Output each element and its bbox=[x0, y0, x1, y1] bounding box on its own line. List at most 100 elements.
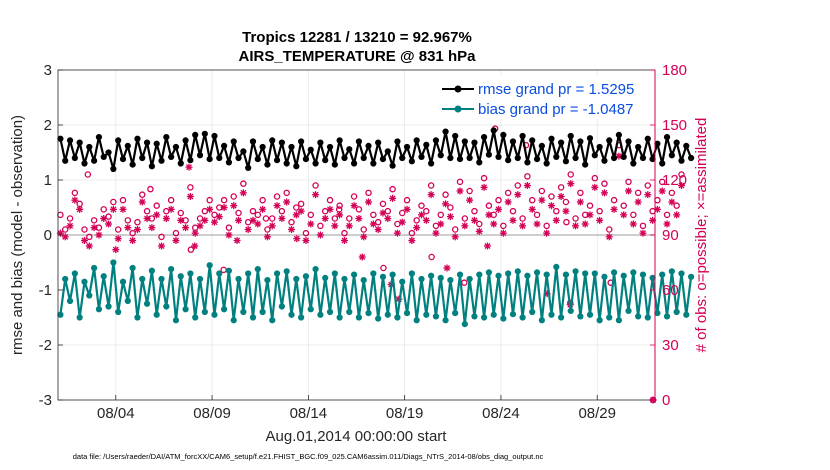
obs-possible-point bbox=[596, 207, 603, 215]
obs-assimilated-point bbox=[408, 237, 416, 244]
rmse-point bbox=[312, 160, 319, 167]
obs-possible-point bbox=[225, 224, 233, 231]
rmse-point bbox=[163, 134, 170, 141]
bias-point bbox=[163, 303, 170, 310]
obs-assimilated-point bbox=[133, 226, 141, 233]
bias-point bbox=[615, 317, 622, 324]
rmse-point bbox=[673, 139, 680, 146]
rmse-point bbox=[269, 137, 276, 144]
obs-assimilated-point bbox=[167, 205, 175, 213]
bias-point bbox=[143, 300, 151, 307]
obs-possible-point bbox=[288, 218, 295, 226]
bias-point bbox=[355, 314, 363, 321]
obs-possible-point bbox=[278, 207, 286, 215]
rmse-point bbox=[293, 163, 300, 170]
obs-possible-point bbox=[240, 180, 247, 187]
obs-assimilated-point bbox=[658, 187, 666, 195]
bias-point bbox=[278, 303, 285, 310]
rmse-point bbox=[476, 159, 483, 166]
obs-assimilated-point bbox=[268, 222, 276, 230]
rmse-point bbox=[86, 143, 93, 151]
obs-possible-point bbox=[365, 189, 372, 197]
bias-point bbox=[625, 307, 632, 314]
obs-assimilated-point bbox=[355, 215, 363, 222]
obs-assimilated-point bbox=[495, 205, 503, 213]
rmse-point bbox=[582, 161, 589, 168]
bias-point bbox=[110, 259, 117, 266]
right-tick-label: 180 bbox=[662, 62, 687, 79]
obs-assimilated-point bbox=[485, 211, 493, 219]
bias-point bbox=[591, 270, 598, 277]
obs-possible-point bbox=[673, 202, 680, 209]
bias-point bbox=[389, 271, 396, 278]
obs-assimilated-point bbox=[446, 213, 454, 221]
bias-point bbox=[610, 269, 618, 276]
obs-possible-point bbox=[553, 207, 560, 215]
obs-possible-point bbox=[427, 182, 435, 189]
obs-possible-point bbox=[485, 202, 493, 209]
obs-assimilated-point bbox=[191, 242, 199, 250]
obs-assimilated-point bbox=[76, 205, 84, 213]
bias-point bbox=[119, 278, 127, 285]
obs-assimilated-point bbox=[307, 220, 315, 228]
rmse-point bbox=[206, 156, 213, 163]
obs-assimilated-point bbox=[470, 216, 478, 224]
obs-assimilated-point bbox=[143, 215, 151, 222]
obs-possible-point bbox=[538, 187, 546, 195]
bias-point bbox=[413, 317, 420, 324]
bias-point bbox=[230, 317, 237, 324]
rmse-point bbox=[341, 154, 348, 162]
obs-assimilated-point bbox=[278, 215, 286, 222]
bias-point bbox=[105, 303, 112, 310]
obs-possible-point bbox=[533, 211, 541, 219]
rmse-point bbox=[461, 138, 468, 145]
right-axis-ticks: 180 150 120 90 60 30 0 bbox=[650, 62, 687, 409]
obs-assimilated-point bbox=[162, 215, 170, 222]
obs-assimilated-point bbox=[71, 196, 79, 204]
obs-possible-point bbox=[114, 226, 122, 233]
obs-possible-point bbox=[350, 193, 358, 200]
bias-point bbox=[168, 266, 175, 273]
obs-assimilated-point bbox=[653, 205, 661, 213]
obs-assimilated-point bbox=[533, 220, 541, 228]
obs-possible-point bbox=[302, 229, 310, 237]
bias-point bbox=[668, 268, 675, 275]
obs-possible-point bbox=[259, 196, 266, 204]
obs-possible-point bbox=[293, 204, 300, 211]
bias-point bbox=[524, 272, 531, 279]
obs-assimilated-point bbox=[138, 198, 146, 206]
bias-point bbox=[654, 310, 661, 317]
bias-point bbox=[91, 264, 98, 272]
obs-assimilated-point bbox=[225, 231, 233, 239]
rmse-point bbox=[336, 137, 343, 144]
x-tick-label: 08/19 bbox=[386, 405, 424, 422]
obs-possible-point bbox=[606, 226, 613, 233]
bias-point bbox=[688, 273, 695, 280]
obs-assimilated-point bbox=[547, 202, 555, 210]
rmse-point bbox=[577, 138, 584, 145]
rmse-point bbox=[143, 139, 151, 146]
data-file-footer: data file: /Users/raeder/DAI/ATM_forcXX/… bbox=[73, 452, 544, 461]
bias-point bbox=[519, 314, 526, 321]
bias-point bbox=[553, 263, 560, 270]
rmse-point bbox=[201, 130, 208, 137]
obs-assimilated-point bbox=[105, 220, 113, 228]
obs-assimilated-point bbox=[543, 229, 551, 237]
rmse-point bbox=[216, 154, 223, 162]
obs-possible-point bbox=[562, 198, 570, 206]
bias-point bbox=[567, 307, 574, 314]
obs-assimilated-point bbox=[403, 205, 411, 213]
bias-point bbox=[322, 274, 329, 281]
obs-assimilated-point bbox=[668, 198, 676, 206]
bias-point bbox=[644, 314, 651, 321]
bias-point bbox=[129, 264, 136, 272]
bias-point bbox=[394, 314, 401, 321]
obs-assimilated-point bbox=[374, 226, 382, 233]
obs-assimilated-point bbox=[196, 222, 204, 230]
bias-point bbox=[172, 317, 180, 324]
obs-assimilated-point bbox=[600, 189, 608, 197]
bias-point bbox=[177, 273, 184, 280]
obs-assimilated-point bbox=[591, 183, 599, 191]
bias-point bbox=[283, 268, 290, 275]
bias-point bbox=[336, 314, 343, 321]
